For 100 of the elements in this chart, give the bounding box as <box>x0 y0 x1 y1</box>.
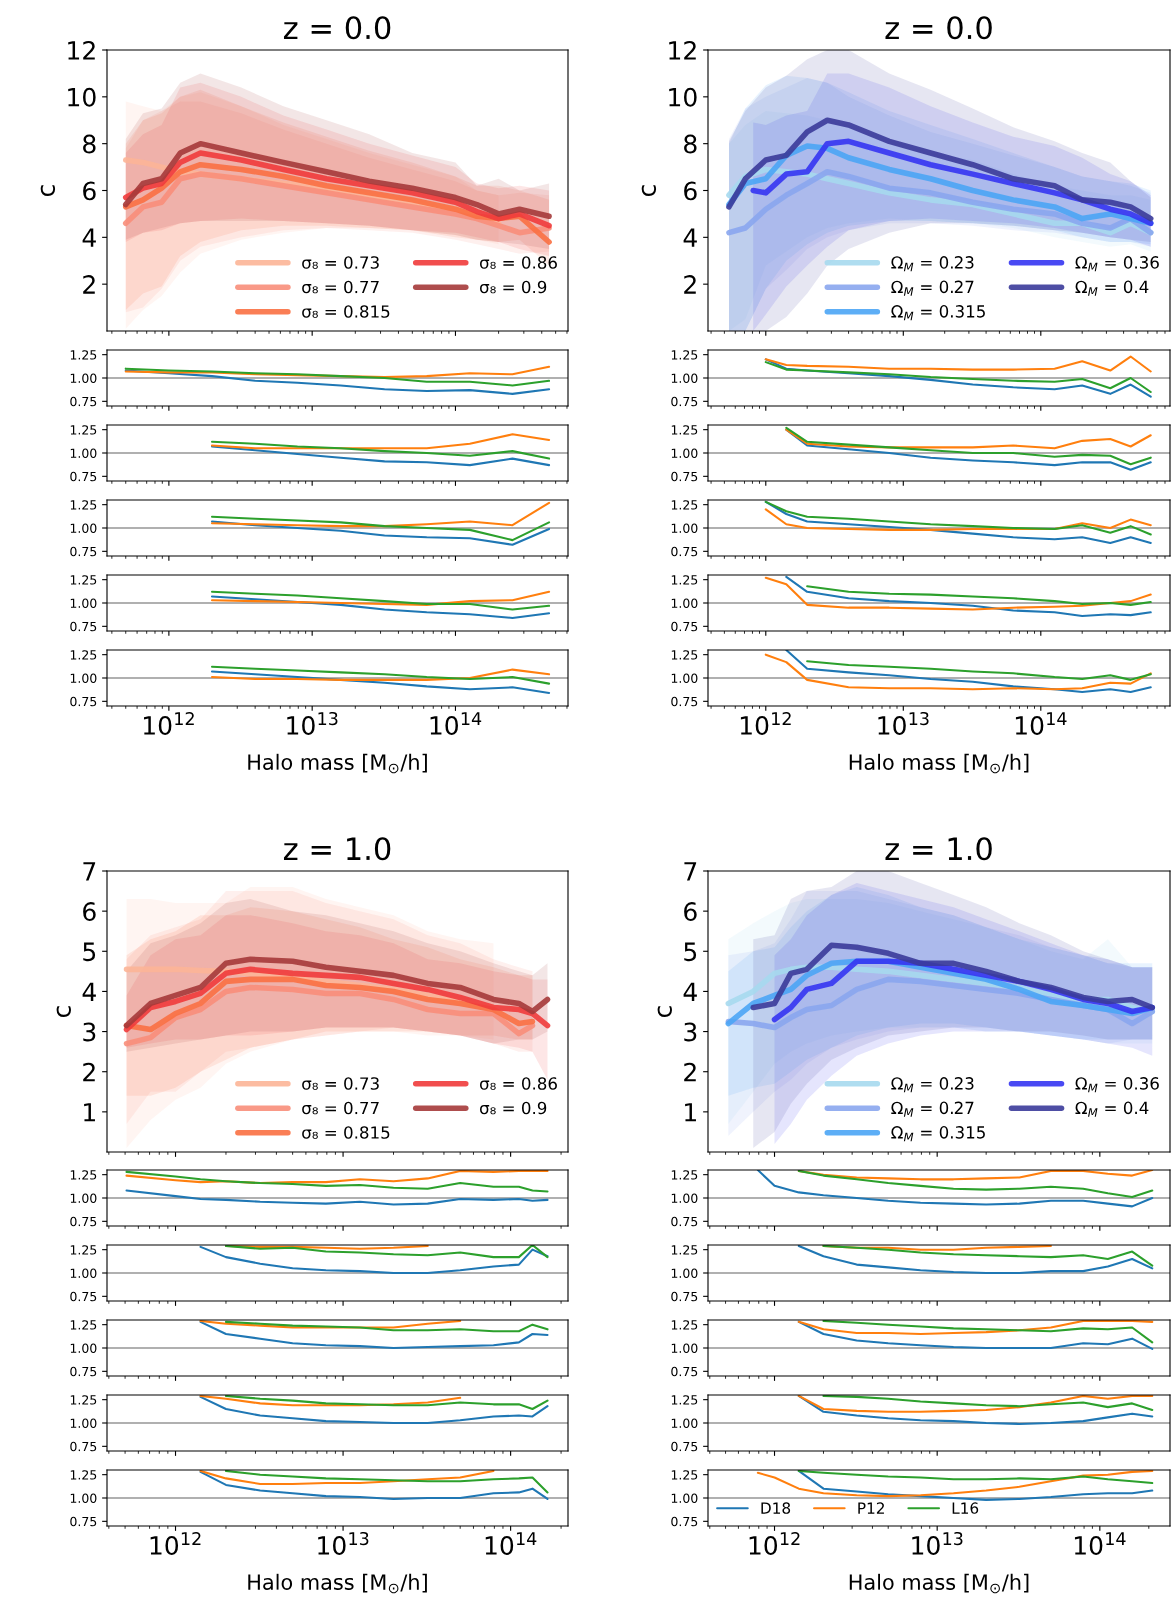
x-tick-label: 10$^{12}$ <box>749 1531 800 1555</box>
y-tick-label: 0.75 <box>671 1366 698 1377</box>
y-tick-label: 12 <box>68 40 95 60</box>
y-tick-label: 1.00 <box>70 373 97 383</box>
legend-label: Ω$_{M}$ = 0.4 <box>1075 280 1149 296</box>
y-tick-label: 1.25 <box>671 425 698 435</box>
y-tick-label: 1.00 <box>671 1418 698 1428</box>
y-tick-label: 4 <box>683 228 697 247</box>
x-axis-title: Halo mass [M$_{⊙}$/h] <box>248 753 427 774</box>
x-tick-label: 10$^{13}$ <box>287 711 338 735</box>
y-tick-label: 0.75 <box>70 1366 97 1377</box>
legend-label: σ₈ = 0.73 <box>302 256 379 269</box>
legend-label: σ₈ = 0.9 <box>480 280 547 294</box>
y-tick-label: 12 <box>669 40 696 60</box>
y-tick-label: 0.75 <box>671 1441 698 1452</box>
legend-label: Ω$_{M}$ = 0.315 <box>891 305 985 321</box>
y-axis-title: c <box>40 185 56 196</box>
y-axis-title: c <box>641 185 657 196</box>
y-tick-label: 0.75 <box>671 1216 698 1227</box>
y-tick-label: 1.25 <box>70 1470 97 1480</box>
y-tick-label: 7 <box>684 862 697 881</box>
y-tick-label: 1.00 <box>671 1343 698 1353</box>
y-tick-label: 1.25 <box>70 425 97 435</box>
x-axis-title: Halo mass [M$_{⊙}$/h] <box>849 753 1029 774</box>
legend-label: Ω$_{M}$ = 0.4 <box>1075 1101 1149 1117</box>
y-tick-label: 0.75 <box>70 1216 97 1227</box>
y-tick-label: 5 <box>83 942 96 962</box>
chart-title: z = 0.0 <box>885 16 992 40</box>
y-tick-label: 6 <box>83 181 96 201</box>
y-tick-label: 6 <box>684 181 697 201</box>
y-tick-label: 10 <box>68 87 96 107</box>
y-tick-label: 3 <box>83 1022 96 1042</box>
y-tick-label: 0.75 <box>70 696 97 707</box>
y-tick-label: 0.75 <box>70 1441 97 1452</box>
y-tick-label: 0.75 <box>671 471 698 482</box>
y-axis-title: c <box>657 1006 672 1017</box>
legend-label: σ₈ = 0.815 <box>302 305 390 318</box>
x-tick-label: 10$^{13}$ <box>318 1531 369 1555</box>
legend-label: P12 <box>858 1502 884 1514</box>
y-tick-label: 4 <box>82 228 96 247</box>
y-tick-label: 1.00 <box>70 673 97 683</box>
y-tick-label: 1.00 <box>671 523 698 533</box>
y-tick-label: 0.75 <box>671 696 698 707</box>
y-tick-label: 1.25 <box>70 1170 97 1180</box>
y-tick-label: 0.75 <box>70 1516 97 1527</box>
y-tick-label: 0.75 <box>70 396 97 407</box>
x-tick-label: 10$^{12}$ <box>150 1531 201 1555</box>
y-tick-label: 1.00 <box>70 1418 97 1428</box>
y-tick-label: 0.75 <box>70 471 97 482</box>
y-tick-label: 1.00 <box>671 1268 698 1278</box>
x-tick-label: 10$^{12}$ <box>144 711 194 735</box>
y-tick-label: 1.00 <box>70 1493 97 1503</box>
y-tick-label: 1.00 <box>70 1268 97 1278</box>
y-tick-label: 1.00 <box>70 448 97 458</box>
y-tick-label: 0.75 <box>70 1291 97 1302</box>
legend-label: Ω$_{M}$ = 0.36 <box>1075 1077 1159 1093</box>
y-tick-label: 1.00 <box>70 1343 97 1353</box>
y-tick-label: 8 <box>83 134 96 154</box>
y-tick-label: 1.00 <box>671 1493 698 1503</box>
y-tick-label: 10 <box>669 87 697 107</box>
y-tick-label: 1.25 <box>671 1170 698 1180</box>
x-tick-label: 10$^{14}$ <box>1015 712 1067 735</box>
y-tick-label: 3 <box>684 1022 697 1042</box>
x-tick-label: 10$^{14}$ <box>485 1532 537 1555</box>
chart-title: z = 1.0 <box>283 837 391 861</box>
legend-label: σ₈ = 0.77 <box>302 280 379 294</box>
y-tick-label: 1.25 <box>671 350 698 360</box>
y-tick-label: 5 <box>684 942 697 962</box>
y-tick-label: 0.75 <box>671 396 698 407</box>
y-tick-label: 1.25 <box>671 1470 698 1480</box>
y-tick-label: 1.25 <box>70 1320 97 1330</box>
y-tick-label: 1.00 <box>70 1193 97 1203</box>
legend-label: σ₈ = 0.9 <box>480 1101 547 1115</box>
y-tick-label: 1.25 <box>70 500 97 510</box>
y-tick-label: 1.25 <box>70 650 97 660</box>
y-tick-label: 1.00 <box>671 598 698 608</box>
chart-title: z = 1.0 <box>885 837 992 861</box>
x-axis-title: Halo mass [M$_{⊙}$/h] <box>849 1573 1029 1594</box>
y-tick-label: 1 <box>84 1103 95 1122</box>
y-tick-label: 2 <box>83 1062 95 1082</box>
x-tick-label: 10$^{14}$ <box>1074 1532 1126 1555</box>
y-tick-label: 0.75 <box>671 621 698 632</box>
y-tick-label: 6 <box>684 902 697 921</box>
y-tick-label: 1.00 <box>671 373 698 383</box>
y-tick-label: 1.00 <box>671 673 698 683</box>
y-tick-label: 0.75 <box>671 1291 698 1302</box>
y-tick-label: 1.25 <box>70 575 97 585</box>
y-tick-label: 1.25 <box>70 1395 97 1405</box>
legend-label: Ω$_{M}$ = 0.23 <box>891 1077 974 1093</box>
y-tick-label: 1.00 <box>671 1193 698 1203</box>
legend-label: Ω$_{M}$ = 0.27 <box>891 280 974 296</box>
y-tick-label: 1.00 <box>671 448 698 458</box>
y-tick-label: 1.25 <box>671 500 698 510</box>
y-tick-label: 2 <box>83 275 95 294</box>
legend-label: σ₈ = 0.815 <box>302 1126 390 1139</box>
y-tick-label: 1.25 <box>70 350 97 360</box>
y-tick-label: 2 <box>684 1062 696 1082</box>
legend-label: σ₈ = 0.86 <box>480 1077 557 1090</box>
y-tick-label: 0.75 <box>671 1516 698 1527</box>
y-tick-label: 1 <box>685 1103 696 1122</box>
